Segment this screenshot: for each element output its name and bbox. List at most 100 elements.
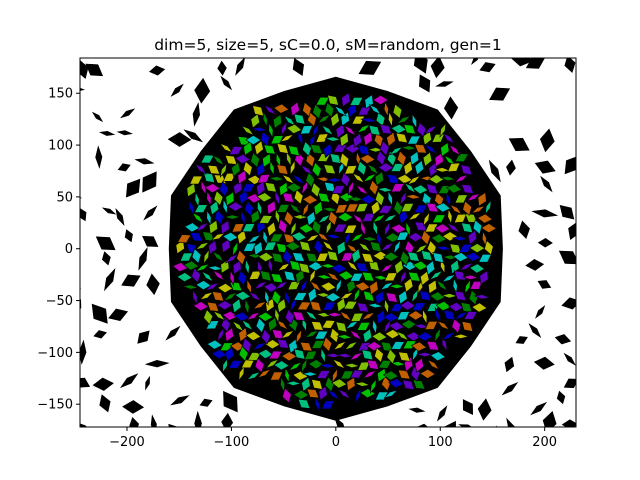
outer-tile [101,207,117,215]
tile [392,103,403,119]
tile [372,94,389,105]
tile [395,330,410,342]
tile [291,173,306,185]
tile [472,219,483,235]
tile [223,214,241,220]
tile [460,222,474,234]
tile [203,309,214,325]
tile [288,361,303,372]
tile [462,200,473,216]
tile [417,331,434,342]
tile [260,328,271,345]
outer-tile [528,323,542,338]
tile [257,252,274,263]
outer-tile [515,336,528,344]
tile [416,121,427,138]
tile [324,233,342,240]
tile [257,173,271,184]
tile [333,223,348,233]
tile [276,338,290,349]
tile [411,302,426,312]
tile [380,242,395,252]
tile [284,366,290,384]
tile [357,160,367,176]
tile [276,164,289,175]
tile [305,252,319,263]
tile [335,277,342,294]
tile [484,239,494,256]
tile [304,329,320,339]
tile [439,175,457,182]
outer-tile [68,158,74,179]
outer-tile [559,29,566,51]
tile [301,371,319,377]
tile [246,278,252,295]
tile [368,179,379,196]
outer-tile [194,77,211,104]
tile [260,130,270,147]
tile [300,164,314,176]
tile [211,154,225,166]
outer-tile [418,74,431,93]
outer-tile [525,58,545,69]
tile [188,199,194,216]
tile [382,370,399,381]
outer-tile [167,132,192,147]
tile [266,200,277,215]
outer-tile [91,111,104,123]
tile [292,252,305,262]
outer-tile [146,273,160,296]
tile [402,379,415,391]
tile [360,220,366,237]
tile [390,341,405,350]
tile [263,282,280,293]
outer-tile [408,407,426,413]
outer-tile [168,423,179,427]
tile [202,231,215,242]
tile [231,298,242,314]
tile [469,243,486,254]
tile [280,120,288,137]
outer-tile [80,208,87,222]
tile [311,219,322,235]
y-tick-label: 150 [48,87,73,102]
outer-tile [508,137,530,152]
outer-tile [138,247,148,271]
tile [350,312,364,322]
tile [407,310,424,321]
tile [336,334,354,340]
outer-tile [539,128,555,153]
tile [335,321,348,333]
tile [356,123,371,134]
tile [334,204,348,214]
tile [362,369,377,379]
tile [404,240,415,256]
outer-tile [235,58,245,76]
tile [264,289,270,306]
tile [349,97,364,106]
tile [229,146,243,155]
outer-tile [537,238,553,248]
tile [458,262,474,272]
tile [212,269,226,281]
tile [419,368,436,379]
outer-tile [42,281,58,291]
outer-tile [129,417,140,427]
outer-tile [143,205,158,221]
outer-tile [471,58,479,65]
tile [315,274,333,280]
tile [461,320,474,332]
tile [207,164,221,175]
tile [379,140,390,157]
tile [448,302,465,313]
tile [307,261,324,272]
tile [301,376,311,392]
outer-tile [175,436,182,458]
tile [262,110,268,128]
tile [407,232,424,243]
tile [177,234,192,244]
tile [356,322,371,331]
outer-tile [137,330,150,344]
tile [276,298,287,314]
